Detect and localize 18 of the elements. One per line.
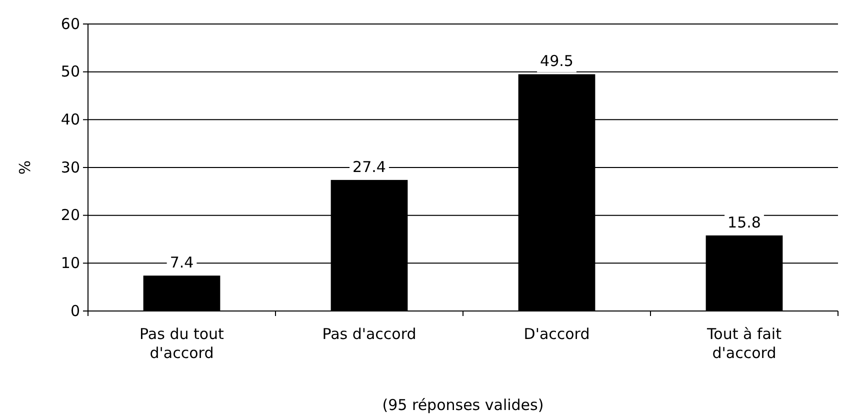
bar bbox=[143, 276, 220, 311]
y-tick-label: 20 bbox=[60, 206, 80, 224]
x-axis-title: (95 réponses valides) bbox=[382, 396, 544, 414]
x-tick-label: Tout à fait d'accord bbox=[706, 325, 782, 362]
x-tick-label: Pas d'accord bbox=[322, 325, 416, 343]
data-label: 7.4 bbox=[170, 254, 194, 272]
y-tick-label: 40 bbox=[60, 110, 80, 128]
y-tick-label: 0 bbox=[70, 302, 80, 320]
y-tick-label: 50 bbox=[60, 62, 80, 81]
data-label: 27.4 bbox=[352, 158, 386, 176]
data-label: 15.8 bbox=[728, 213, 761, 232]
x-tick-label: D'accord bbox=[524, 325, 590, 343]
x-tick-label: Pas du tout d'accord bbox=[140, 325, 224, 362]
y-tick-label: 10 bbox=[60, 254, 80, 272]
data-label: 49.5 bbox=[540, 52, 574, 70]
y-axis-title: % bbox=[16, 160, 34, 175]
y-tick-label: 60 bbox=[60, 14, 80, 33]
y-tick-label: 30 bbox=[60, 158, 80, 176]
